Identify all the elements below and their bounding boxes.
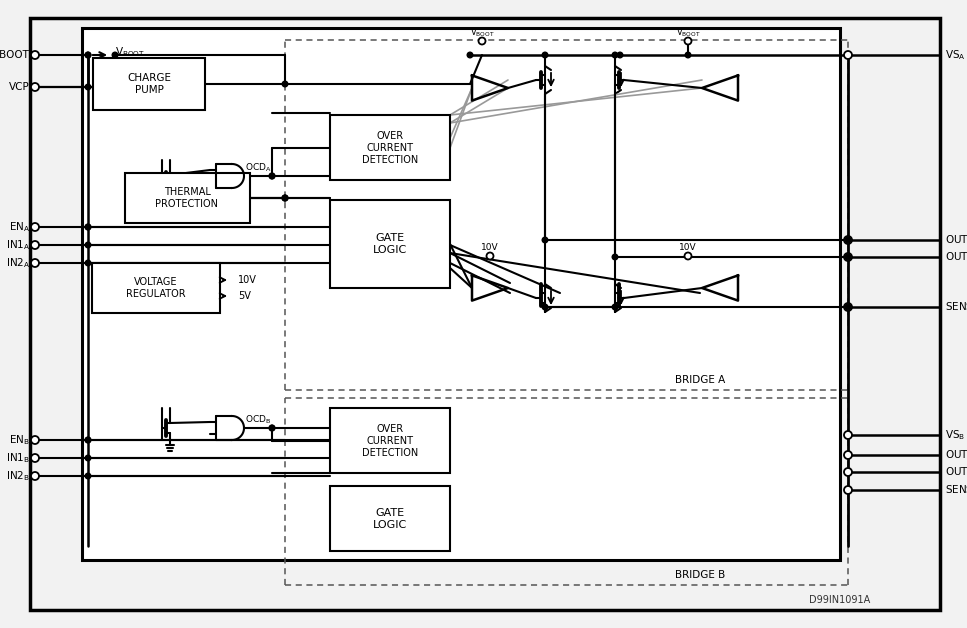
Circle shape bbox=[542, 304, 547, 310]
Text: SENSE$_\mathsf{B}$: SENSE$_\mathsf{B}$ bbox=[945, 483, 967, 497]
Circle shape bbox=[486, 252, 493, 259]
Circle shape bbox=[282, 195, 288, 201]
Text: VS$_\mathsf{B}$: VS$_\mathsf{B}$ bbox=[945, 428, 965, 442]
Text: OCD$_\mathsf{A}$: OCD$_\mathsf{A}$ bbox=[245, 162, 272, 174]
Text: IN2$_\mathsf{B}$: IN2$_\mathsf{B}$ bbox=[6, 469, 30, 483]
Circle shape bbox=[85, 224, 91, 230]
Circle shape bbox=[85, 224, 91, 230]
Text: 10V: 10V bbox=[238, 275, 257, 285]
Text: GATE
LOGIC: GATE LOGIC bbox=[373, 233, 407, 255]
Circle shape bbox=[844, 451, 852, 459]
Text: V$_\mathsf{BOOT}$: V$_\mathsf{BOOT}$ bbox=[115, 45, 145, 59]
Circle shape bbox=[685, 38, 691, 45]
Text: BRIDGE A: BRIDGE A bbox=[675, 375, 725, 385]
Text: IN2$_\mathsf{A}$: IN2$_\mathsf{A}$ bbox=[6, 256, 30, 270]
Text: OUT2$_\mathsf{B}$: OUT2$_\mathsf{B}$ bbox=[945, 465, 967, 479]
Bar bbox=[92, 263, 220, 313]
Circle shape bbox=[85, 84, 91, 90]
Circle shape bbox=[844, 51, 852, 59]
Circle shape bbox=[282, 195, 288, 201]
Text: VS$_\mathsf{A}$: VS$_\mathsf{A}$ bbox=[945, 48, 966, 62]
Circle shape bbox=[269, 425, 275, 431]
Text: GATE
LOGIC: GATE LOGIC bbox=[373, 508, 407, 530]
Text: V$_\mathsf{BOOT}$: V$_\mathsf{BOOT}$ bbox=[676, 27, 700, 39]
Bar bbox=[93, 58, 205, 110]
Circle shape bbox=[269, 425, 275, 431]
Bar bbox=[125, 173, 250, 223]
Circle shape bbox=[845, 304, 851, 310]
Text: BRIDGE B: BRIDGE B bbox=[675, 570, 725, 580]
Text: THERMAL
PROTECTION: THERMAL PROTECTION bbox=[156, 187, 219, 208]
Circle shape bbox=[85, 455, 91, 461]
Text: SENSE$_\mathsf{A}$: SENSE$_\mathsf{A}$ bbox=[945, 300, 967, 314]
Circle shape bbox=[31, 51, 39, 59]
Text: IN1$_\mathsf{A}$: IN1$_\mathsf{A}$ bbox=[6, 238, 30, 252]
Text: EN$_\mathsf{B}$: EN$_\mathsf{B}$ bbox=[9, 433, 30, 447]
Circle shape bbox=[686, 52, 690, 58]
Circle shape bbox=[85, 52, 91, 58]
Circle shape bbox=[844, 431, 852, 439]
Circle shape bbox=[85, 474, 91, 479]
Circle shape bbox=[282, 195, 288, 201]
Circle shape bbox=[845, 254, 851, 260]
Text: 10V: 10V bbox=[679, 244, 697, 252]
Text: VBOOT: VBOOT bbox=[0, 50, 30, 60]
Text: VOLTAGE
REGULATOR: VOLTAGE REGULATOR bbox=[126, 277, 186, 299]
Bar bbox=[330, 115, 450, 180]
Text: OUT1$_\mathsf{A}$: OUT1$_\mathsf{A}$ bbox=[945, 233, 967, 247]
Circle shape bbox=[844, 486, 852, 494]
Circle shape bbox=[542, 52, 547, 58]
Circle shape bbox=[844, 236, 852, 244]
Circle shape bbox=[85, 260, 91, 266]
Text: VCP: VCP bbox=[10, 82, 30, 92]
Bar bbox=[82, 28, 840, 560]
Circle shape bbox=[85, 52, 91, 58]
Circle shape bbox=[845, 237, 851, 243]
Text: 10V: 10V bbox=[482, 244, 499, 252]
Text: EN$_\mathsf{A}$: EN$_\mathsf{A}$ bbox=[9, 220, 30, 234]
Circle shape bbox=[617, 52, 623, 58]
Circle shape bbox=[31, 436, 39, 444]
Circle shape bbox=[31, 472, 39, 480]
Circle shape bbox=[269, 173, 275, 179]
Circle shape bbox=[844, 303, 852, 311]
Circle shape bbox=[844, 468, 852, 476]
Text: OCD$_\mathsf{B}$: OCD$_\mathsf{B}$ bbox=[245, 414, 271, 426]
Circle shape bbox=[542, 237, 547, 243]
Bar bbox=[330, 408, 450, 473]
Text: V$_\mathsf{BOOT}$: V$_\mathsf{BOOT}$ bbox=[470, 27, 494, 39]
Circle shape bbox=[31, 223, 39, 231]
Circle shape bbox=[685, 252, 691, 259]
Text: 5V: 5V bbox=[238, 291, 250, 301]
Text: OVER
CURRENT
DETECTION: OVER CURRENT DETECTION bbox=[362, 131, 418, 165]
Circle shape bbox=[31, 83, 39, 91]
Circle shape bbox=[282, 81, 288, 87]
Circle shape bbox=[31, 454, 39, 462]
Text: OUT2$_\mathsf{A}$: OUT2$_\mathsf{A}$ bbox=[945, 250, 967, 264]
Circle shape bbox=[31, 259, 39, 267]
Bar bbox=[330, 486, 450, 551]
Circle shape bbox=[612, 52, 618, 58]
Circle shape bbox=[31, 241, 39, 249]
Text: OUT1$_\mathsf{B}$: OUT1$_\mathsf{B}$ bbox=[945, 448, 967, 462]
Circle shape bbox=[85, 437, 91, 443]
Text: CHARGE
PUMP: CHARGE PUMP bbox=[127, 73, 171, 95]
Text: OVER
CURRENT
DETECTION: OVER CURRENT DETECTION bbox=[362, 425, 418, 458]
Circle shape bbox=[85, 242, 91, 248]
Circle shape bbox=[612, 254, 618, 260]
Text: IN1$_\mathsf{B}$: IN1$_\mathsf{B}$ bbox=[6, 451, 30, 465]
Circle shape bbox=[479, 38, 485, 45]
Text: D99IN1091A: D99IN1091A bbox=[808, 595, 870, 605]
Circle shape bbox=[467, 52, 473, 58]
Circle shape bbox=[612, 304, 618, 310]
Circle shape bbox=[112, 52, 118, 58]
Circle shape bbox=[85, 437, 91, 443]
Bar bbox=[330, 200, 450, 288]
Circle shape bbox=[844, 253, 852, 261]
Circle shape bbox=[269, 173, 275, 179]
